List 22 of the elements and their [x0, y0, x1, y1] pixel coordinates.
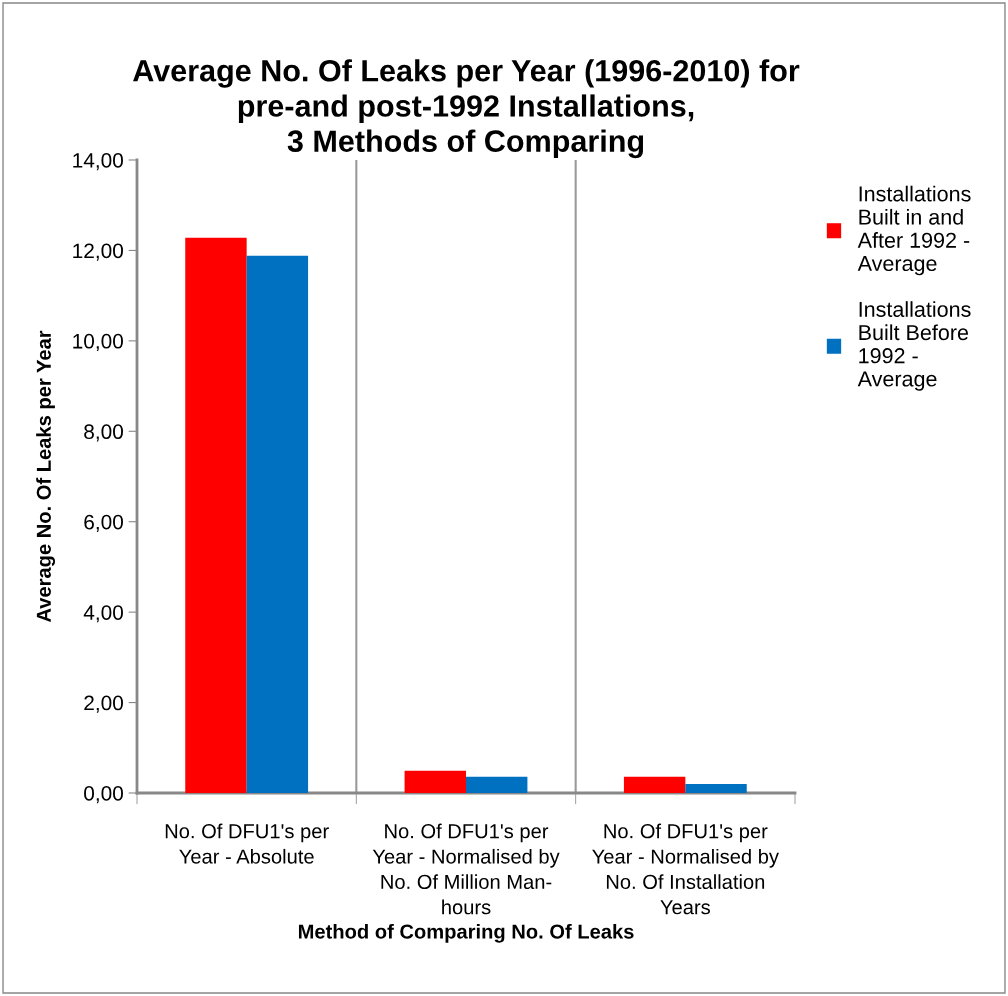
- bar: [685, 783, 747, 793]
- y-tick-label: 2,00: [84, 695, 123, 713]
- y-axis-title: Average No. Of Leaks per Year: [36, 330, 56, 623]
- y-tick-label: 14,00: [73, 153, 123, 171]
- y-tick-label: 8,00: [84, 424, 123, 442]
- bar: [623, 776, 686, 793]
- x-tick-label: No. Of DFU1's per Year - Normalised by No. Of Million Man- hours: [372, 823, 560, 915]
- y-tick-label: 0,00: [84, 786, 123, 804]
- legend-label: Installations Built in and After 1992 - Average: [857, 185, 971, 276]
- bar: [185, 237, 247, 793]
- x-tick-label: No. Of DFU1's per Year - Absolute: [165, 823, 329, 864]
- x-tick-label: No. Of DFU1's per Year - Normalised by No. Of Installation Years: [592, 823, 779, 915]
- y-tick-label: 12,00: [73, 243, 123, 261]
- y-tick-label: 4,00: [83, 605, 123, 623]
- bar: [466, 776, 528, 793]
- legend-label: Installations Built Before 1992 - Average: [857, 301, 971, 391]
- y-tick-label: 6,00: [84, 514, 123, 532]
- bar: [404, 770, 466, 793]
- x-axis-title: Method of Comparing No. Of Leaks: [298, 923, 634, 943]
- chart-title: Average No. Of Leaks per Year (1996-2010) for pre-and post-1992 Installations, 3 Methods of Comparing: [133, 59, 800, 159]
- bar: [246, 255, 309, 793]
- y-tick-label: 10,00: [73, 333, 123, 352]
